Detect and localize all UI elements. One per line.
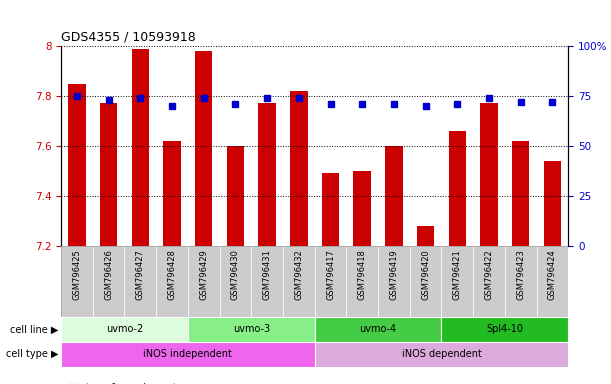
Text: GSM796418: GSM796418 [357,249,367,300]
Bar [448,131,466,246]
Text: GDS4355 / 10593918: GDS4355 / 10593918 [61,30,196,43]
Text: GSM796421: GSM796421 [453,249,462,300]
Text: GSM796422: GSM796422 [485,249,494,300]
Bar [473,246,505,317]
Text: GSM796425: GSM796425 [73,249,81,300]
Text: ■: ■ [67,383,78,384]
Text: GSM796430: GSM796430 [231,249,240,300]
Text: GSM796429: GSM796429 [199,249,208,300]
Text: GSM796427: GSM796427 [136,249,145,300]
Bar [290,91,307,246]
Text: uvmo-4: uvmo-4 [359,324,397,334]
Bar [156,246,188,317]
Bar [61,342,315,367]
Bar [354,171,371,246]
Text: GSM796423: GSM796423 [516,249,525,300]
Text: GSM796424: GSM796424 [548,249,557,300]
Text: GSM796420: GSM796420 [421,249,430,300]
Bar [544,161,561,246]
Bar [251,246,283,317]
Bar [131,48,149,246]
Bar [385,146,403,246]
Bar [410,246,441,317]
Text: GSM796426: GSM796426 [104,249,113,300]
Text: GSM796419: GSM796419 [389,249,398,300]
Bar [417,226,434,246]
Bar [512,141,529,246]
Bar [219,246,251,317]
Text: cell line ▶: cell line ▶ [10,324,58,334]
Text: transformed count: transformed count [86,383,177,384]
Bar [100,104,117,246]
Text: GSM796428: GSM796428 [167,249,177,300]
Text: iNOS independent: iNOS independent [144,349,232,359]
Bar [61,317,188,342]
Bar [346,246,378,317]
Text: GSM796432: GSM796432 [295,249,303,300]
Bar [441,246,473,317]
Text: GSM796417: GSM796417 [326,249,335,300]
Text: cell type ▶: cell type ▶ [5,349,58,359]
Bar [227,146,244,246]
Bar [188,317,315,342]
Bar [61,246,93,317]
Bar [378,246,410,317]
Text: GSM796431: GSM796431 [263,249,272,300]
Bar [505,246,536,317]
Text: Spl4-10: Spl4-10 [486,324,524,334]
Bar [322,174,339,246]
Bar [163,141,181,246]
Bar [283,246,315,317]
Text: uvmo-2: uvmo-2 [106,324,143,334]
Bar [315,317,441,342]
Bar [536,246,568,317]
Bar [258,104,276,246]
Text: iNOS dependent: iNOS dependent [401,349,481,359]
Bar [125,246,156,317]
Bar [441,317,568,342]
Bar [195,51,213,246]
Bar [315,246,346,317]
Bar [93,246,125,317]
Bar [188,246,219,317]
Text: uvmo-3: uvmo-3 [233,324,270,334]
Bar [68,84,86,246]
Bar [315,342,568,367]
Bar [480,104,498,246]
